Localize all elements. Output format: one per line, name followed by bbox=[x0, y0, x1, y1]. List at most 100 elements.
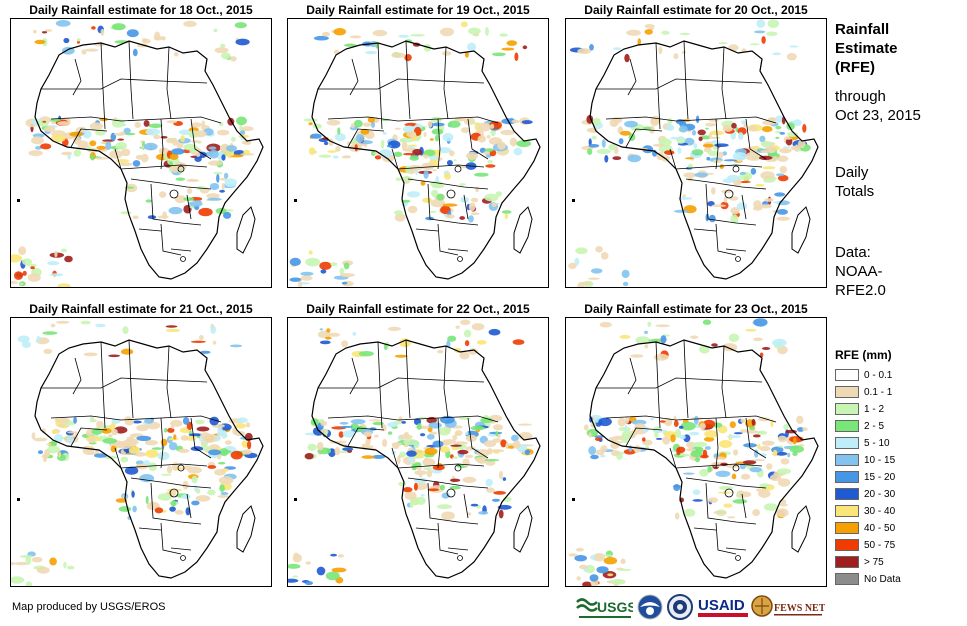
rain-patch bbox=[695, 457, 700, 463]
rain-patch bbox=[772, 201, 782, 204]
rain-patch bbox=[213, 28, 218, 33]
rain-patch bbox=[761, 347, 771, 350]
rain-patch bbox=[358, 351, 374, 357]
rain-patch bbox=[691, 149, 704, 156]
rain-patch bbox=[720, 189, 733, 194]
rain-patch bbox=[145, 128, 161, 136]
rain-patch bbox=[509, 137, 518, 147]
rain-patch bbox=[595, 437, 602, 441]
rain-patch bbox=[225, 145, 238, 152]
rain-patch bbox=[763, 503, 778, 511]
rain-patch bbox=[196, 426, 210, 432]
rain-patch bbox=[166, 137, 177, 144]
rain-patch bbox=[728, 44, 739, 52]
rain-patch bbox=[673, 484, 681, 491]
rain-patch bbox=[761, 440, 775, 446]
rain-patch bbox=[144, 418, 154, 424]
rain-patch bbox=[208, 149, 219, 159]
rain-patch bbox=[83, 352, 98, 357]
country-border bbox=[166, 46, 172, 120]
map-panel-oct18: Daily Rainfall estimate for 18 Oct., 201… bbox=[10, 2, 272, 288]
legend-label: 15 - 20 bbox=[864, 472, 896, 483]
rain-patch bbox=[633, 445, 641, 453]
rain-patch bbox=[218, 476, 234, 485]
rain-patch bbox=[467, 512, 472, 516]
rain-patch bbox=[124, 466, 139, 475]
rain-patch bbox=[17, 335, 30, 343]
rain-patch bbox=[484, 148, 494, 152]
rain-patch bbox=[64, 255, 73, 263]
rain-patch bbox=[794, 144, 800, 152]
rain-patch bbox=[349, 35, 362, 39]
rain-patch bbox=[590, 268, 603, 274]
country-border bbox=[70, 427, 108, 447]
country-border bbox=[759, 357, 763, 371]
rain-patch bbox=[416, 423, 422, 430]
country-border bbox=[693, 228, 717, 232]
rain-patch bbox=[432, 464, 445, 471]
rain-patch bbox=[213, 171, 223, 175]
rain-patch bbox=[407, 205, 418, 214]
rain-patch bbox=[77, 40, 80, 44]
rain-patch bbox=[196, 152, 201, 158]
rain-patch bbox=[219, 448, 229, 457]
rain-patch bbox=[678, 197, 693, 200]
rain-patch bbox=[619, 334, 631, 339]
rain-patch bbox=[714, 143, 729, 147]
rain-patch bbox=[49, 557, 57, 566]
rain-patch bbox=[169, 153, 179, 161]
legend-swatch bbox=[835, 471, 859, 483]
rain-patch bbox=[444, 172, 451, 180]
rain-patch bbox=[108, 354, 120, 358]
rain-patch bbox=[401, 421, 406, 424]
rain-patch bbox=[132, 215, 139, 220]
country-border bbox=[741, 194, 747, 220]
rain-patch bbox=[374, 155, 382, 160]
rain-patch bbox=[730, 214, 739, 224]
lake-outline bbox=[732, 464, 740, 472]
legend-item: 15 - 20 bbox=[835, 469, 945, 486]
lake-outline bbox=[724, 189, 734, 199]
rain-patch bbox=[325, 336, 332, 340]
rain-patch bbox=[369, 419, 382, 422]
rain-patch bbox=[802, 123, 807, 133]
country-border bbox=[160, 223, 182, 256]
source-line: RFE2.0 bbox=[835, 282, 886, 299]
rain-patch bbox=[679, 125, 688, 133]
rain-patch bbox=[577, 48, 592, 55]
rain-patch bbox=[622, 281, 629, 287]
legend-label: 1 - 2 bbox=[864, 404, 885, 415]
rain-patch bbox=[422, 458, 436, 467]
panel-title: Daily Rainfall estimate for 18 Oct., 201… bbox=[29, 3, 253, 17]
rain-patch bbox=[45, 29, 53, 32]
rain-patch bbox=[67, 565, 75, 570]
rain-patch bbox=[620, 558, 626, 565]
rain-patch bbox=[437, 349, 444, 354]
rain-patch bbox=[243, 149, 251, 155]
rain-patch bbox=[157, 451, 170, 461]
rain-patch bbox=[170, 500, 177, 507]
rain-patch bbox=[339, 421, 349, 425]
legend-swatch bbox=[835, 573, 859, 585]
rain-patch bbox=[41, 428, 46, 434]
rain-patch bbox=[466, 151, 478, 160]
legend: 0 - 0.1 0.1 - 1 1 - 2 2 - 5 5 - 10 10 - 15 15 … bbox=[835, 367, 945, 588]
legend-item: No Data bbox=[835, 571, 945, 588]
rain-patch bbox=[398, 34, 409, 38]
rain-patch bbox=[713, 159, 722, 163]
rain-patch bbox=[394, 354, 408, 358]
legend-item: 30 - 40 bbox=[835, 503, 945, 520]
rain-patch bbox=[601, 554, 613, 557]
rain-patch bbox=[568, 262, 577, 269]
legend-item: > 75 bbox=[835, 554, 945, 571]
africa-coastline bbox=[589, 40, 819, 280]
daily-totals: Daily Totals bbox=[835, 163, 874, 201]
rain-patch bbox=[331, 567, 347, 573]
legend-swatch bbox=[835, 420, 859, 432]
rain-patch bbox=[459, 183, 466, 186]
rain-patch bbox=[460, 127, 470, 133]
rain-patch bbox=[766, 463, 773, 470]
rain-patch bbox=[182, 480, 189, 490]
rain-patch bbox=[487, 159, 493, 164]
rain-patch bbox=[21, 258, 33, 266]
